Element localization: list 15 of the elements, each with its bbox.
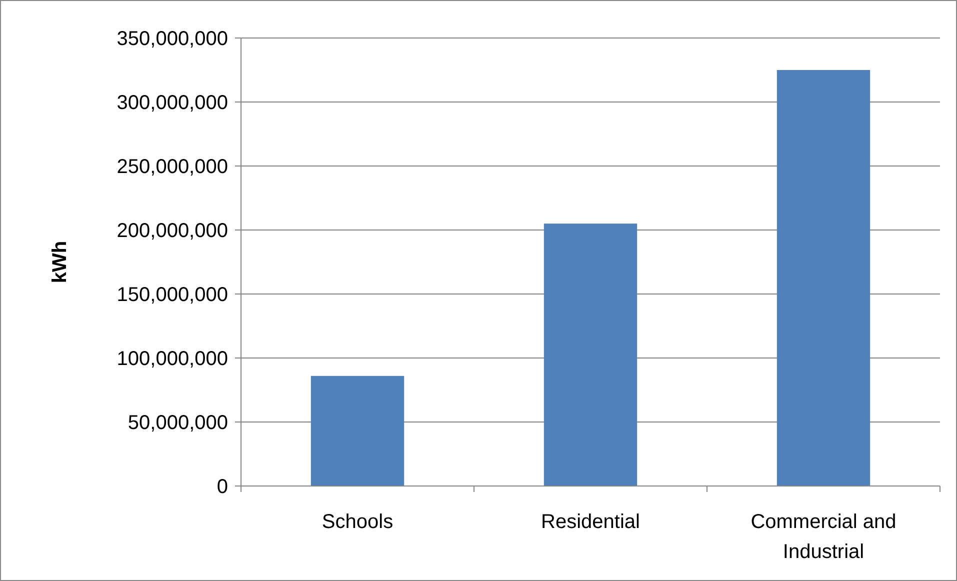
x-tick-label: Residential: [541, 511, 640, 533]
bar: [544, 224, 638, 486]
y-axis-title: kWh: [49, 240, 71, 284]
bar: [310, 376, 404, 486]
x-tick-label: Commercial and Industrial: [750, 511, 896, 563]
y-tick-label: 150,000,000: [116, 284, 228, 306]
y-tick-label: 50,000,000: [128, 412, 228, 434]
bar: [776, 70, 870, 486]
y-tick-label: 200,000,000: [116, 220, 228, 242]
y-tick-label: 0: [216, 476, 228, 498]
y-tick-label: 350,000,000: [116, 28, 228, 50]
y-tick-label: 100,000,000: [116, 348, 228, 370]
y-tick-label: 250,000,000: [116, 156, 228, 178]
x-tick-label: Schools: [322, 511, 394, 533]
y-tick-label: 300,000,000: [116, 92, 228, 114]
